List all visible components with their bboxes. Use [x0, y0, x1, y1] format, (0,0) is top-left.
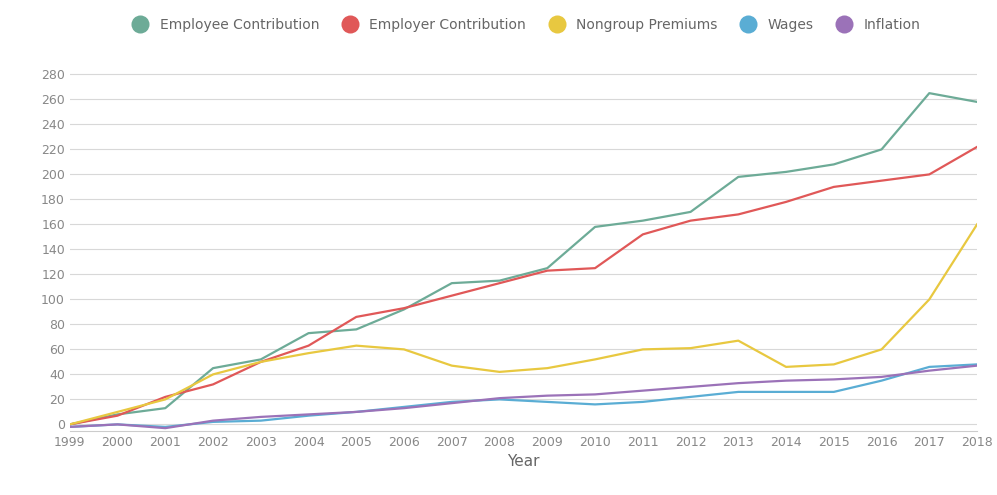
Legend: Employee Contribution, Employer Contribution, Nongroup Premiums, Wages, Inflatio: Employee Contribution, Employer Contribu…	[127, 18, 920, 32]
X-axis label: Year: Year	[507, 454, 539, 469]
